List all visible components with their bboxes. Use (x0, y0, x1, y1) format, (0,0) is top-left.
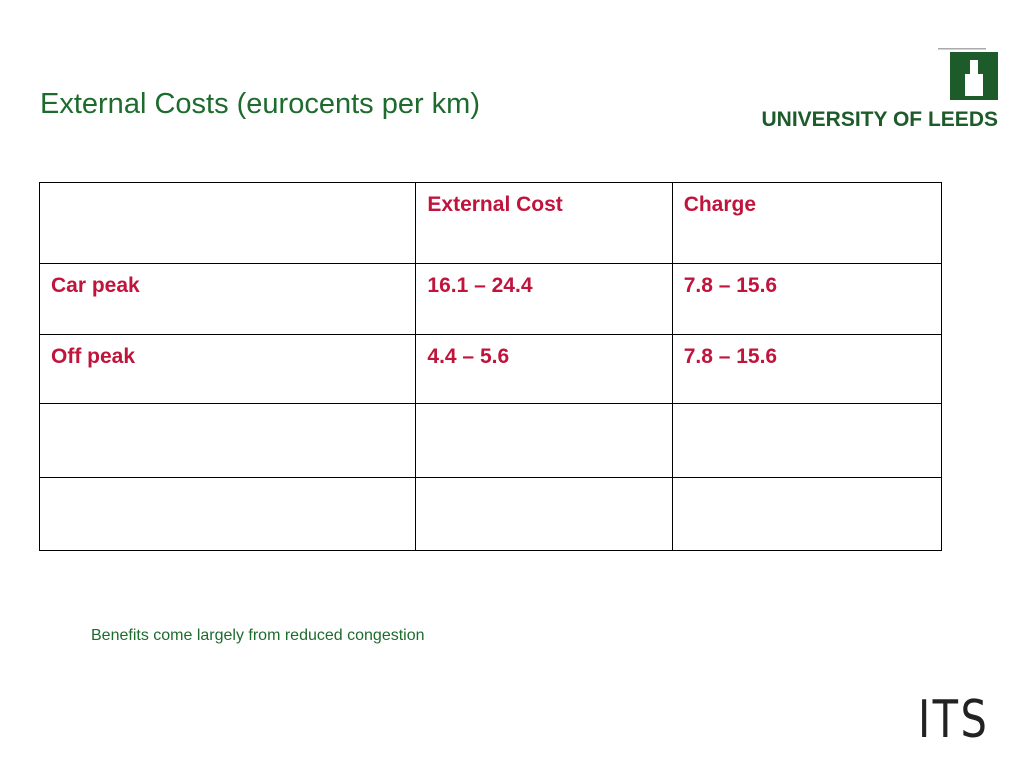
cell: 7.8 – 15.6 (671, 263, 943, 335)
empty-rows (38, 403, 943, 551)
cell (38, 477, 417, 551)
logo-text: UNIVERSITY OF LEEDS (762, 108, 999, 131)
cost-table: External Cost Charge Car peak 16.1 – 24.4 7… (38, 182, 943, 551)
university-logo: UNIVERSITY OF LEEDS (762, 48, 999, 131)
cell (38, 403, 417, 478)
cell: 7.8 – 15.6 (671, 334, 943, 404)
note: Benefits come largely from reduced conge… (91, 627, 425, 644)
header-cell (38, 182, 417, 264)
its-logo: ITS (918, 690, 990, 750)
cell: Car peak (38, 263, 417, 335)
cell (415, 477, 673, 551)
header-cell: Charge (671, 182, 943, 264)
cell (671, 403, 943, 478)
cell (671, 477, 943, 551)
table-row: Car peak 16.1 – 24.4 7.8 – 15.6 (38, 263, 943, 335)
logo-rule (938, 48, 986, 50)
cell (415, 403, 673, 478)
slide-title: External Costs (eurocents per km) (40, 88, 480, 120)
cell: 16.1 – 24.4 (415, 263, 673, 335)
empty-row (38, 477, 943, 551)
header-row: External Cost Charge (38, 182, 943, 264)
cell: Off peak (38, 334, 417, 404)
cell: 4.4 – 5.6 (415, 334, 673, 404)
empty-row (38, 403, 943, 478)
table-row: Off peak 4.4 – 5.6 7.8 – 15.6 (38, 334, 943, 404)
logo-tower-base (965, 74, 983, 96)
header-cell: External Cost (415, 182, 673, 264)
table-body: Car peak 16.1 – 24.4 7.8 – 15.6 Off peak 4.4… (38, 263, 943, 404)
